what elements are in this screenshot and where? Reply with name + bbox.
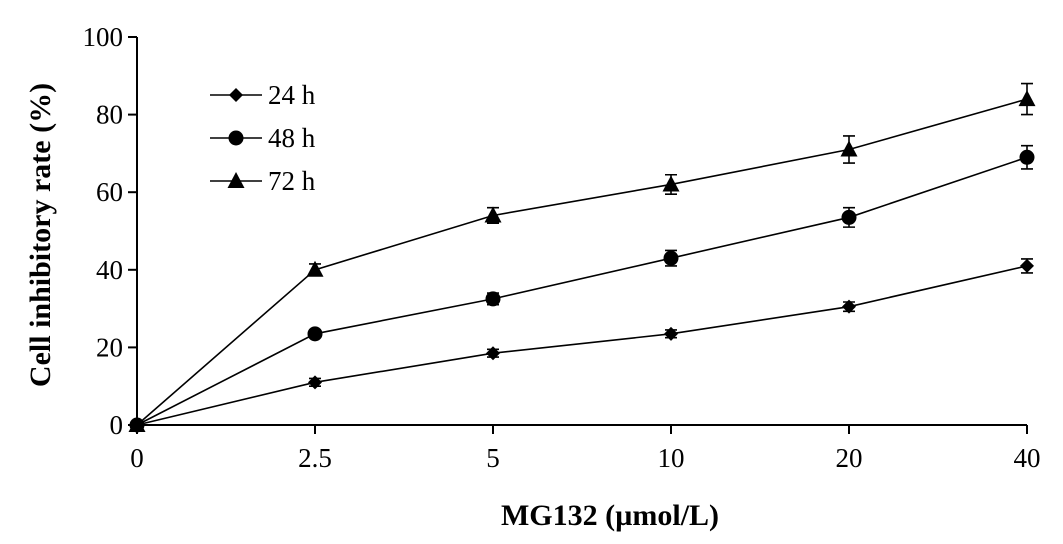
- x-tick-label: 20: [836, 443, 863, 473]
- y-tick-label: 20: [96, 332, 123, 362]
- legend-item: 48 h: [210, 123, 316, 153]
- legend-label: 48 h: [268, 123, 316, 153]
- x-tick-label: 2.5: [298, 443, 332, 473]
- y-tick-label: 80: [96, 100, 123, 130]
- legend-label: 24 h: [268, 80, 316, 110]
- y-tick-label: 0: [110, 410, 124, 440]
- x-axis-title: MG132 (µmol/L): [501, 499, 719, 532]
- data-point: [664, 326, 678, 341]
- data-point: [662, 175, 680, 192]
- series-layer: [128, 82, 1036, 433]
- y-tick-label: 100: [83, 22, 124, 52]
- data-point: [663, 250, 679, 266]
- x-tick-label: 40: [1014, 443, 1041, 473]
- series-line: [136, 156, 1028, 426]
- series-72-h: [128, 82, 1036, 432]
- data-point: [841, 209, 857, 225]
- data-point: [486, 346, 500, 361]
- y-tick-label: 40: [96, 255, 123, 285]
- legend-item: 72 h: [210, 166, 316, 196]
- series-48-h: [129, 144, 1035, 433]
- series-24-h: [130, 258, 1034, 432]
- legend: 24 h 48 h 72 h: [210, 80, 316, 196]
- series-line: [136, 98, 1028, 426]
- data-point: [485, 291, 501, 307]
- data-point: [484, 206, 502, 223]
- legend-marker: [227, 172, 245, 188]
- data-point: [1020, 258, 1034, 273]
- x-tick-label: 10: [658, 443, 685, 473]
- legend-label: 72 h: [268, 166, 316, 196]
- data-point: [308, 375, 322, 390]
- series-line: [136, 265, 1028, 426]
- x-tick-label: 5: [486, 443, 500, 473]
- data-point: [1018, 90, 1036, 107]
- data-point: [842, 299, 856, 314]
- data-point: [1019, 149, 1035, 165]
- data-point: [306, 260, 324, 277]
- x-tick-label: 0: [130, 443, 144, 473]
- legend-marker: [228, 130, 244, 146]
- data-point: [307, 326, 323, 342]
- legend-item: 24 h: [210, 80, 316, 110]
- data-point: [128, 416, 146, 432]
- legend-marker: [229, 88, 243, 102]
- axes: [136, 37, 1027, 426]
- y-tick-label: 60: [96, 177, 123, 207]
- x-ticks: 0 2.5 5 10 20 40: [130, 425, 1041, 473]
- y-axis-title: Cell inhibitory rate (%): [24, 83, 57, 387]
- y-ticks: 0 20 40 60 80 100: [83, 22, 137, 440]
- data-point: [840, 140, 858, 157]
